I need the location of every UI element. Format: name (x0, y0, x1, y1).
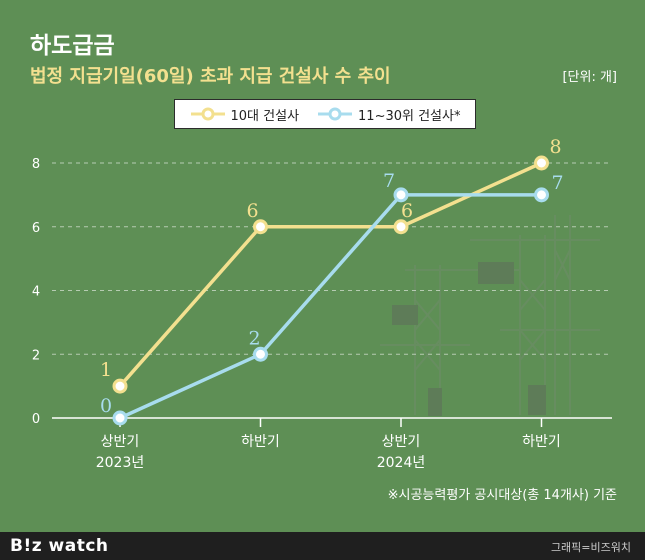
y-tick-label: 8 (32, 157, 40, 172)
x-tick-label: 하반기 (522, 434, 561, 450)
chart-subtitle: 법정 지급기일(60일) 초과 지급 건설사 수 추이 (30, 66, 391, 87)
x-tick-label: 상반기 (382, 434, 421, 450)
grid-lines (52, 162, 612, 419)
data-point-s2-1 (253, 346, 268, 362)
data-label-s1-2: 6 (401, 200, 413, 222)
data-point-s1-0 (112, 378, 128, 394)
y-tick-label: 6 (32, 221, 40, 236)
series-line-2 (119, 193, 542, 420)
data-label-s1-1: 6 (246, 200, 258, 222)
line-chart: 0 2 4 6 8 상반기 2023년 하반기 상반기 2024년 하반기 1 6 6 8 0 2 7 7 (32, 136, 612, 471)
legend-label-top10: 10대 건설사 (230, 108, 300, 124)
legend-marker-top10 (190, 107, 225, 121)
brand-logo: B!z watch (10, 536, 109, 556)
data-point-s2-0 (112, 410, 128, 426)
unit-label: [단위: 개] (562, 70, 617, 85)
x-tick-label: 하반기 (241, 434, 280, 450)
x-axis: 상반기 2023년 하반기 상반기 2024년 하반기 (96, 418, 561, 471)
data-label-s2-3: 7 (551, 172, 563, 194)
graphic-credit: 그래픽=비즈워치 (550, 541, 631, 554)
legend: 10대 건설사 11~30위 건설사* (174, 99, 476, 129)
data-label-s1-0: 1 (100, 359, 112, 381)
x-tick-label: 상반기 (101, 434, 140, 450)
data-point-s2-3 (534, 187, 549, 203)
data-point-s1-2 (393, 219, 409, 235)
data-point-s2-2 (393, 187, 409, 203)
legend-item-top10: 10대 건설사 (190, 105, 300, 124)
y-axis-ticks: 0 2 4 6 8 (32, 157, 40, 427)
data-label-s2-2: 7 (383, 170, 395, 192)
y-tick-label: 2 (32, 348, 40, 363)
x-tick-year-label: 2023년 (96, 455, 145, 471)
crane-illustration (380, 215, 600, 416)
series-layer: 1 6 6 8 0 2 7 7 (100, 136, 564, 426)
data-label-s2-1: 2 (248, 327, 260, 349)
legend-marker-11-30 (318, 107, 353, 121)
data-point-s1-1 (253, 219, 268, 235)
footnote: ※시공능력평가 공시대상(총 14개사) 기준 (387, 488, 617, 503)
chart-title: 하도급금 (30, 33, 115, 59)
data-label-s2-0: 0 (100, 395, 112, 417)
y-tick-label: 0 (32, 412, 40, 427)
data-label-s1-3: 8 (549, 136, 561, 158)
data-point-s1-3 (534, 155, 549, 171)
legend-label-11-30: 11~30위 건설사* (358, 108, 461, 124)
y-tick-label: 4 (32, 285, 40, 300)
legend-item-11-30: 11~30위 건설사* (317, 105, 460, 124)
x-tick-year-label: 2024년 (377, 455, 426, 471)
footer-bar: B!z watch 그래픽=비즈워치 (0, 532, 645, 560)
